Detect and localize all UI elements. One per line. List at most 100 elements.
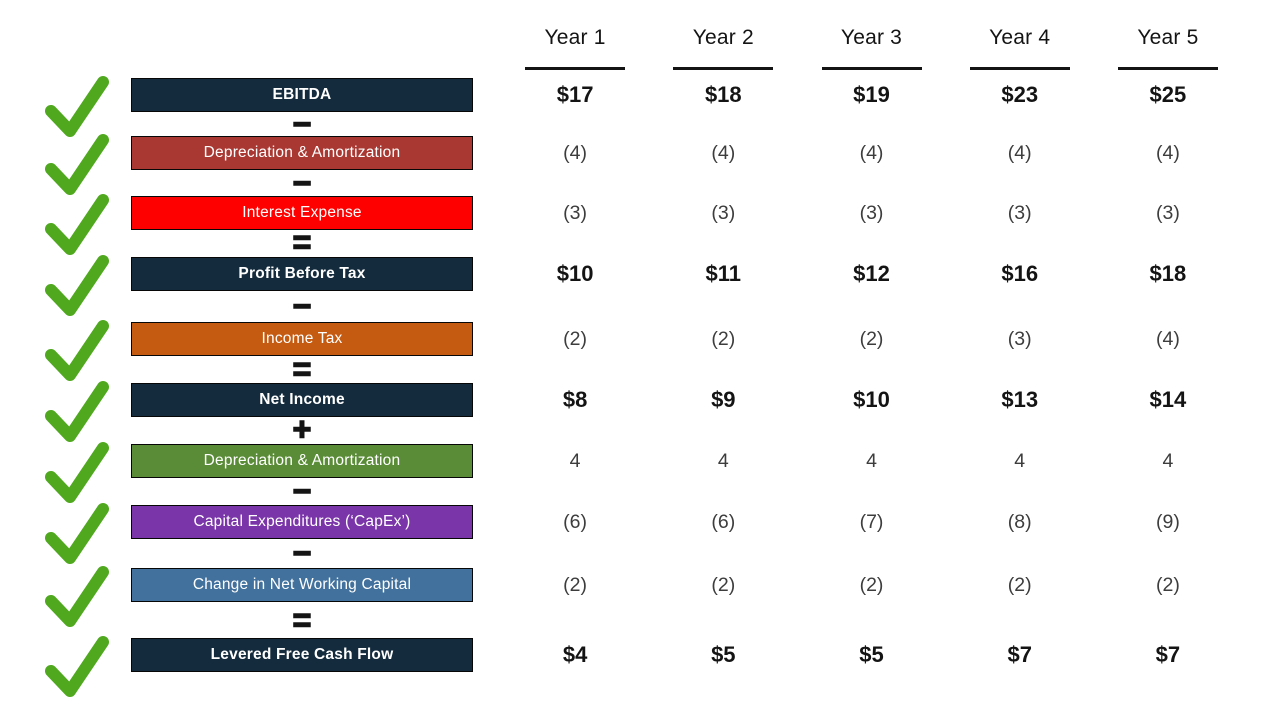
row-label-box: Depreciation & Amortization [131, 444, 473, 478]
value-cell: $19 [853, 82, 890, 107]
calc-row-net-income: Net Income $8 $9 $10 $13 $14 [0, 381, 1280, 442]
year-header-label: Year 5 [1137, 26, 1199, 49]
operator-equals-icon: = [292, 602, 312, 638]
value-cell: (2) [859, 327, 884, 350]
year-header-underline [673, 67, 774, 70]
year-header: Year 5 [1094, 24, 1242, 70]
check-icon [45, 442, 109, 503]
value-cell: (3) [563, 201, 588, 224]
value-cell: (9) [1155, 510, 1180, 533]
value-cell: (4) [1155, 327, 1180, 350]
value-cell: $25 [1149, 82, 1187, 107]
value-cell: (4) [1155, 141, 1180, 164]
value-cell: $10 [853, 387, 890, 412]
year-header: Year 4 [946, 24, 1094, 70]
year-header-label: Year 3 [840, 26, 903, 49]
row-label-box: Net Income [131, 383, 473, 417]
value-cell: (4) [859, 141, 884, 164]
value-cell: $7 [1007, 642, 1032, 667]
value-row: $10 $11 $12 $16 $18 [501, 257, 1242, 291]
value-cell: (3) [1155, 201, 1180, 224]
value-row: $17 $18 $19 $23 $25 [501, 78, 1242, 112]
value-cell: $12 [853, 261, 890, 286]
row-label: Net Income [259, 391, 345, 408]
value-cell: (6) [563, 510, 588, 533]
row-label-box: Depreciation & Amortization [131, 136, 473, 170]
value-cell: (6) [711, 510, 736, 533]
row-label: Interest Expense [242, 204, 362, 221]
value-cell: $18 [1149, 261, 1187, 286]
year-header: Year 2 [649, 24, 797, 70]
operator-minus-icon: − [292, 535, 312, 571]
value-cell: (4) [711, 141, 736, 164]
value-cell: 4 [1014, 449, 1026, 472]
row-label: Change in Net Working Capital [192, 576, 412, 593]
row-label-box: Change in Net Working Capital [131, 568, 473, 602]
year-header-underline [1117, 67, 1218, 70]
row-label-box: Capital Expenditures (‘CapEx’) [131, 505, 473, 539]
row-label: Capital Expenditures (‘CapEx’) [193, 513, 411, 530]
check-icon [45, 134, 109, 195]
value-cell: (2) [859, 573, 884, 596]
value-row: $4 $5 $5 $7 $7 [501, 638, 1242, 672]
value-row: 4 4 4 4 4 [501, 444, 1242, 478]
calc-row-depreciation-amortization: Depreciation & Amortization (4) (4) (4) … [0, 134, 1280, 195]
row-label-box: EBITDA [131, 78, 473, 112]
check-icon [45, 320, 109, 381]
value-cell: (7) [859, 510, 884, 533]
operator-minus-icon: − [292, 165, 312, 201]
calc-row-profit-before-tax: Profit Before Tax $10 $11 $12 $16 $18 [0, 255, 1280, 316]
row-label-box: Profit Before Tax [131, 257, 473, 291]
value-cell: 4 [717, 449, 729, 472]
year-header-label: Year 4 [989, 26, 1051, 49]
value-cell: (3) [859, 201, 884, 224]
calc-row-depreciation-amortization-addback: Depreciation & Amortization 4 4 4 4 4 [0, 442, 1280, 503]
value-cell: (2) [1007, 573, 1032, 596]
check-icon [45, 76, 109, 137]
calc-row-change-in-net-working-capital: Change in Net Working Capital (2) (2) (2… [0, 566, 1280, 627]
value-cell: $9 [711, 387, 736, 412]
value-cell: $16 [1001, 261, 1039, 286]
value-row: (6) (6) (7) (8) (9) [501, 505, 1242, 539]
row-label: Profit Before Tax [238, 265, 366, 282]
year-column-headers: Year 1 Year 2 Year 3 Year 4 Year 5 [501, 24, 1242, 70]
value-cell: 4 [569, 449, 581, 472]
year-header-label: Year 2 [692, 26, 754, 49]
row-label: Levered Free Cash Flow [210, 646, 394, 663]
value-row: (2) (2) (2) (3) (4) [501, 322, 1242, 356]
value-cell: $14 [1149, 387, 1187, 412]
row-label: Income Tax [261, 330, 343, 347]
year-header: Year 1 [501, 24, 649, 70]
check-icon [45, 566, 109, 627]
value-cell: $17 [556, 82, 594, 107]
operator-equals-icon: = [292, 351, 312, 387]
value-cell: $5 [859, 642, 884, 667]
value-cell: (2) [1155, 573, 1180, 596]
calc-row-levered-free-cash-flow: Levered Free Cash Flow $4 $5 $5 $7 $7 [0, 636, 1280, 697]
value-cell: $8 [562, 387, 588, 412]
operator-plus-icon: + [292, 411, 312, 447]
value-cell: (2) [563, 573, 588, 596]
year-header-underline [821, 67, 922, 70]
value-cell: (3) [1007, 201, 1032, 224]
value-cell: (3) [711, 201, 736, 224]
row-label-box: Levered Free Cash Flow [131, 638, 473, 672]
row-label: Depreciation & Amortization [203, 144, 401, 161]
value-cell: (8) [1007, 510, 1032, 533]
value-cell: $11 [705, 261, 742, 286]
value-cell: 4 [866, 449, 877, 472]
calc-row-income-tax: Income Tax (2) (2) (2) (3) (4) [0, 320, 1280, 381]
value-row: (4) (4) (4) (4) (4) [501, 136, 1242, 170]
row-label: EBITDA [272, 86, 332, 103]
year-header-label: Year 1 [544, 26, 606, 49]
row-label-box: Interest Expense [131, 196, 473, 230]
check-icon [45, 255, 109, 316]
value-cell: $23 [1001, 82, 1039, 107]
value-row: (2) (2) (2) (2) (2) [501, 568, 1242, 602]
operator-minus-icon: − [292, 473, 312, 509]
value-cell: (4) [563, 141, 588, 164]
operator-minus-icon: − [292, 106, 312, 142]
value-cell: (2) [711, 573, 736, 596]
check-icon [45, 503, 109, 564]
calc-row-ebitda: EBITDA $17 $18 $19 $23 $25 [0, 76, 1280, 137]
